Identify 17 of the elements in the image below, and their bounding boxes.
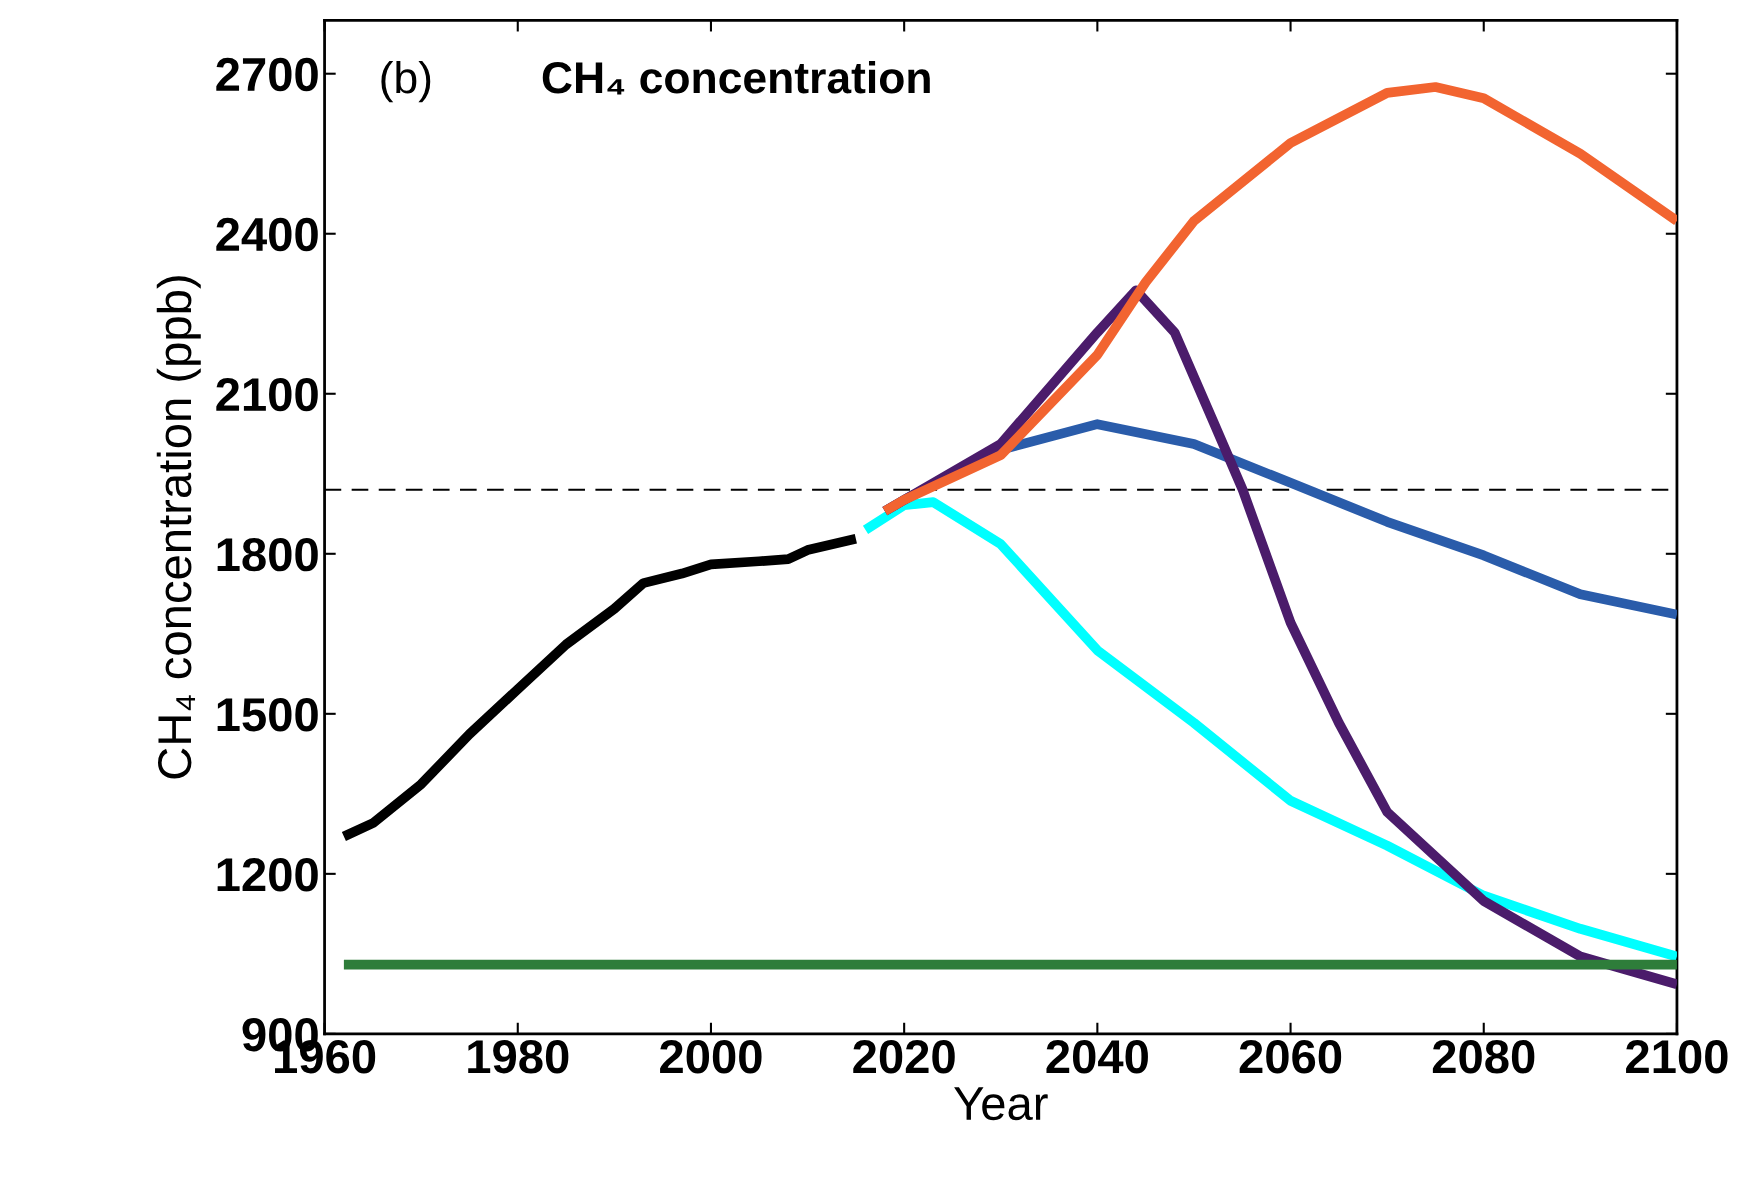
x-tick-label: 1980 (468, 1039, 569, 1074)
y-tick-label: 1500 (217, 697, 318, 732)
x-tick-label: 2080 (1432, 1039, 1535, 1074)
x-tick-label: 2040 (1046, 1039, 1148, 1074)
x-axis-title: Year (954, 1087, 1048, 1121)
y-tick-label: 1200 (217, 857, 318, 892)
y-tick-label: 2400 (216, 217, 318, 252)
y-axis-title: CH₄ concentration (ppb) (156, 276, 201, 779)
y-tick-label: 1800 (217, 537, 318, 572)
text: CH₄ concentration (542, 60, 930, 95)
x-tick-label: 2020 (853, 1039, 955, 1074)
y-tick-label: 2100 (216, 377, 318, 412)
annotation: (b) (381, 60, 431, 103)
x-tick-label: 2100 (1626, 1039, 1728, 1074)
y-tick-label: 2700 (216, 57, 318, 92)
x-tick-label: 2000 (660, 1039, 762, 1074)
x-tick-label: 2060 (1239, 1039, 1342, 1074)
